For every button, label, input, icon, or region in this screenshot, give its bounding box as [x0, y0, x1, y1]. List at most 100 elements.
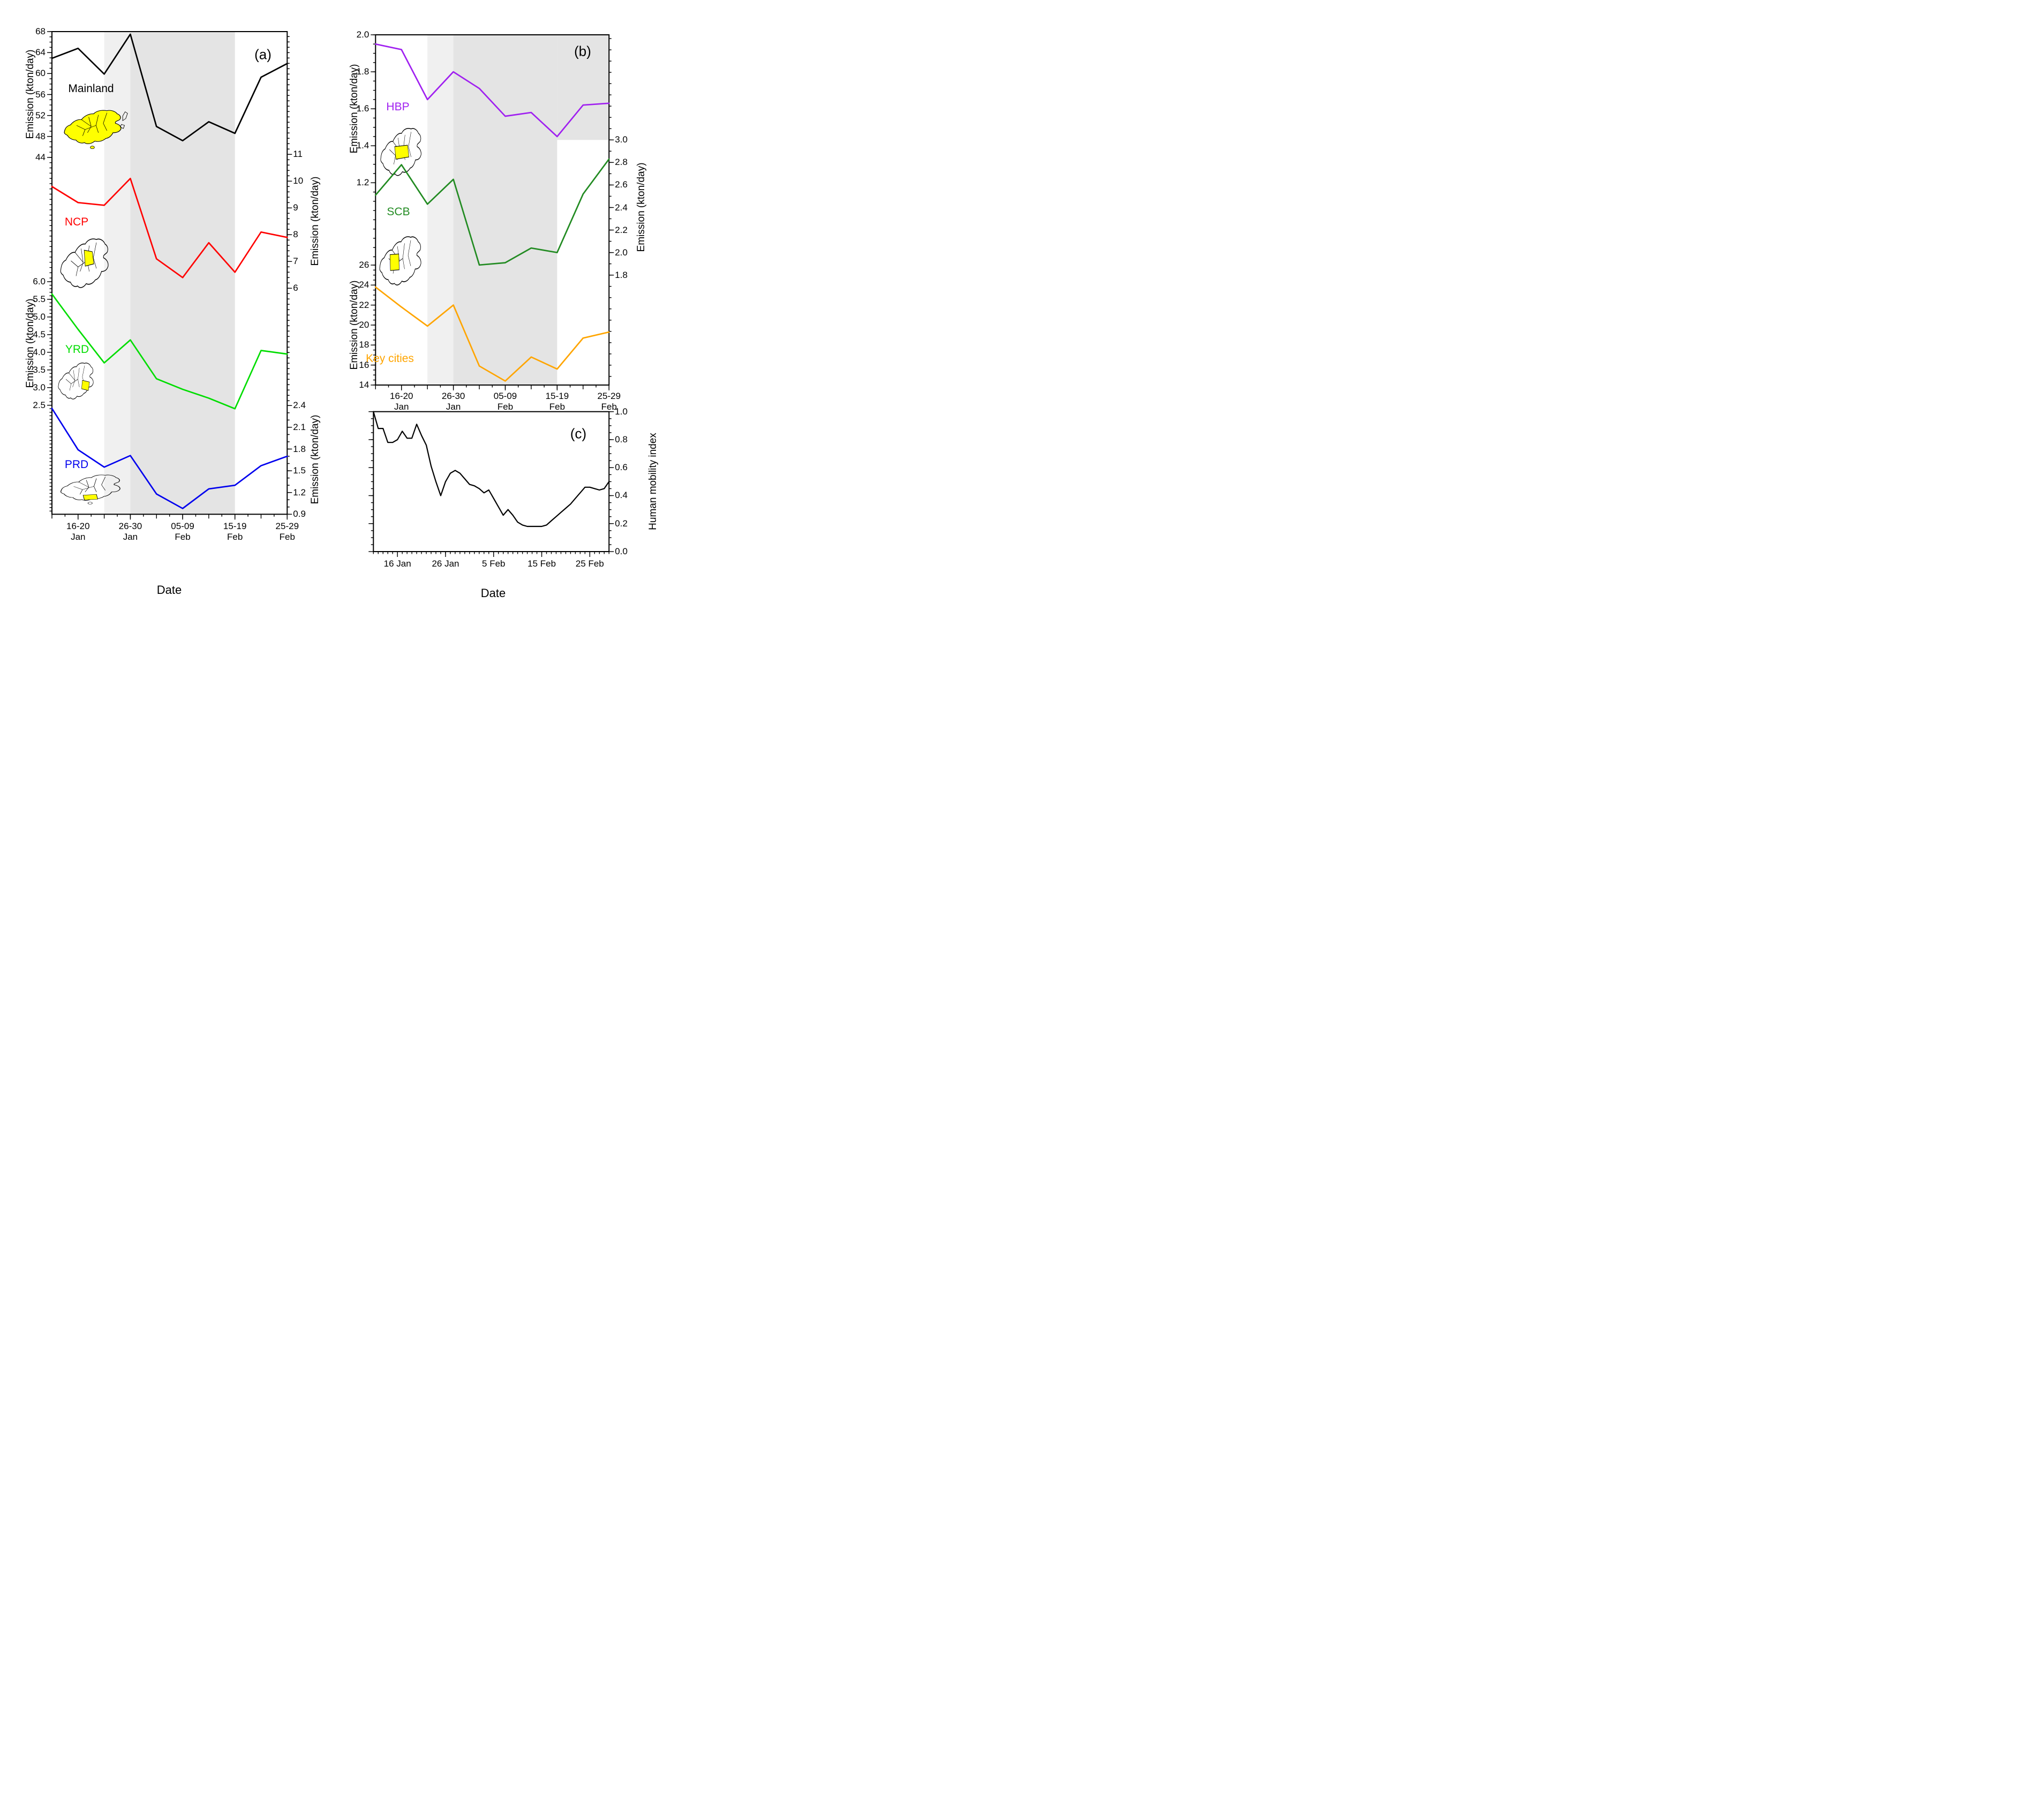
a-ncp-tick-label: 8	[293, 229, 298, 240]
c-x-tick-label: 16 Jan	[383, 559, 411, 569]
a-mainland-tick-label: 48	[35, 131, 46, 141]
a-yrd-tick-label: 5.5	[33, 293, 46, 304]
a-mainland-tick-label: 52	[35, 110, 46, 120]
a-yrd-tick-label: 3.0	[33, 382, 46, 393]
c-mobility-tick-label: 0.2	[615, 518, 628, 529]
ncp-line	[51, 177, 288, 278]
chart-svg	[47, 31, 614, 557]
b-scb-tick-label: 1.8	[615, 269, 628, 280]
mobility-line	[373, 411, 610, 527]
b-keycities-tick-label: 16	[359, 359, 369, 370]
c-mobility-tick-label: 0.0	[615, 546, 628, 556]
a-x-tick-label: 25-29 Feb	[275, 521, 299, 542]
c-mobility-tick-label: 0.6	[615, 462, 628, 473]
c-mobility-tick-label: 0.4	[615, 490, 628, 501]
region-map-yangtze-river-delta	[58, 363, 94, 399]
key_cities-line	[374, 286, 610, 382]
prd-line	[51, 408, 288, 509]
region-map-sichuan-basin	[379, 236, 421, 285]
key-cities-series-label: Key cities	[366, 352, 414, 365]
prd-series-label: PRD	[64, 458, 89, 471]
a-prd-tick-label: 0.9	[293, 509, 306, 519]
yrd-line	[51, 293, 288, 410]
a-mainland-tick-label: 64	[35, 47, 46, 58]
b-scb-tick-label: 2.0	[615, 247, 628, 258]
scb-series-label: SCB	[387, 206, 410, 218]
a-mainland-tick-label: 68	[35, 26, 46, 36]
panel-a-x-axis-title: Date	[156, 583, 182, 597]
a-ncp-tick-label: 11	[293, 149, 303, 160]
a-x-tick-label: 26-30 Jan	[118, 521, 142, 542]
panel-b-letter: (b)	[574, 43, 591, 59]
c-mobility-tick-label: 1.0	[615, 406, 628, 417]
a-prd-tick-label: 1.2	[293, 487, 306, 497]
a-ncp-tick-label: 6	[293, 283, 298, 293]
c-x-tick-label: 15 Feb	[527, 559, 556, 569]
panel-c-letter: (c)	[570, 425, 587, 442]
a-ncp-tick-label: 10	[293, 176, 304, 186]
region-map-pearl-river-delta	[60, 474, 120, 504]
a-yrd-tick-label: 4.0	[33, 346, 46, 357]
ncp-series-label: NCP	[64, 216, 89, 228]
a-yrd-tick-label: 5.0	[33, 311, 46, 322]
a-prd-tick-label: 2.4	[293, 400, 306, 411]
a-yrd-tick-label: 2.5	[33, 399, 46, 410]
a-yrd-tick-label: 6.0	[33, 276, 46, 287]
b-scb-tick-label: 2.8	[615, 157, 628, 168]
b-scb-tick-label: 2.6	[615, 179, 628, 190]
mainland-line	[51, 33, 288, 142]
region-map-hubei-province	[380, 127, 421, 176]
b-hbp-tick-label: 1.8	[356, 66, 369, 77]
a-yrd-tick-label: 4.5	[33, 329, 46, 340]
b-keycities-tick-label: 22	[359, 299, 369, 310]
a-mainland-tick-label: 44	[35, 152, 46, 162]
b-scb-tick-label: 2.2	[615, 224, 628, 235]
a-ncp-tick-label: 7	[293, 256, 298, 267]
hbp-line	[374, 43, 610, 138]
b-keycities-tick-label: 26	[359, 260, 369, 270]
a-x-tick-label: 05-09 Feb	[171, 521, 194, 542]
b-x-tick-label: 25-29 Feb	[597, 391, 621, 412]
c-x-tick-label: 26 Jan	[432, 559, 459, 569]
b-scb-tick-label: 2.4	[615, 202, 628, 213]
b-x-tick-label: 26-30 Jan	[441, 391, 465, 412]
b-hbp-tick-label: 1.2	[356, 177, 369, 188]
region-map-north-china-plain	[60, 238, 109, 288]
b-scb-tick-label: 3.0	[615, 134, 628, 145]
b-hbp-tick-label: 1.6	[356, 103, 369, 114]
b-keycities-tick-label: 20	[359, 320, 369, 330]
a-mainland-tick-label: 56	[35, 89, 46, 100]
c-x-tick-label: 5 Feb	[482, 559, 506, 569]
lockdown-shading	[104, 32, 609, 515]
figure-canvas: (a) (b) (c) Mainland NCP YRD PRD HBP SCB…	[0, 0, 681, 606]
c-right-axis-title: Human mobility index	[647, 433, 659, 530]
a-prd-tick-label: 2.1	[293, 421, 306, 432]
a-yrd-tick-label: 3.5	[33, 364, 46, 375]
yrd-series-label: YRD	[65, 343, 89, 356]
c-mobility-tick-label: 0.8	[615, 434, 628, 444]
b-hbp-tick-label: 2.0	[356, 29, 369, 40]
b-hbp-tick-label: 1.4	[356, 140, 369, 151]
b-keycities-tick-label: 14	[359, 380, 369, 390]
scb-line	[374, 158, 610, 266]
mainland-series-label: Mainland	[68, 82, 114, 95]
b-x-tick-label: 05-09 Feb	[493, 391, 517, 412]
b-keycities-tick-label: 24	[359, 280, 369, 290]
a-ncp-tick-label: 9	[293, 202, 298, 213]
a-prd-tick-label: 1.8	[293, 443, 306, 454]
panel-a-letter: (a)	[254, 46, 271, 63]
a-mainland-tick-label: 60	[35, 68, 46, 79]
a-x-tick-label: 15-19 Feb	[223, 521, 247, 542]
c-x-tick-label: 25 Feb	[575, 559, 604, 569]
china-map-all-yellow	[64, 110, 128, 149]
a-x-tick-label: 16-20 Jan	[66, 521, 90, 542]
b-x-tick-label: 16-20 Jan	[389, 391, 413, 412]
hbp-series-label: HBP	[386, 101, 410, 113]
a-prd-tick-label: 1.5	[293, 465, 306, 476]
b-keycities-tick-label: 18	[359, 340, 369, 350]
data-lines	[51, 33, 610, 527]
panel-c-x-axis-title: Date	[480, 586, 506, 600]
axis-ticks	[47, 31, 614, 557]
a-right-upper-axis-title: Emission (kton/day)	[310, 176, 321, 266]
b-x-tick-label: 15-19 Feb	[545, 391, 569, 412]
